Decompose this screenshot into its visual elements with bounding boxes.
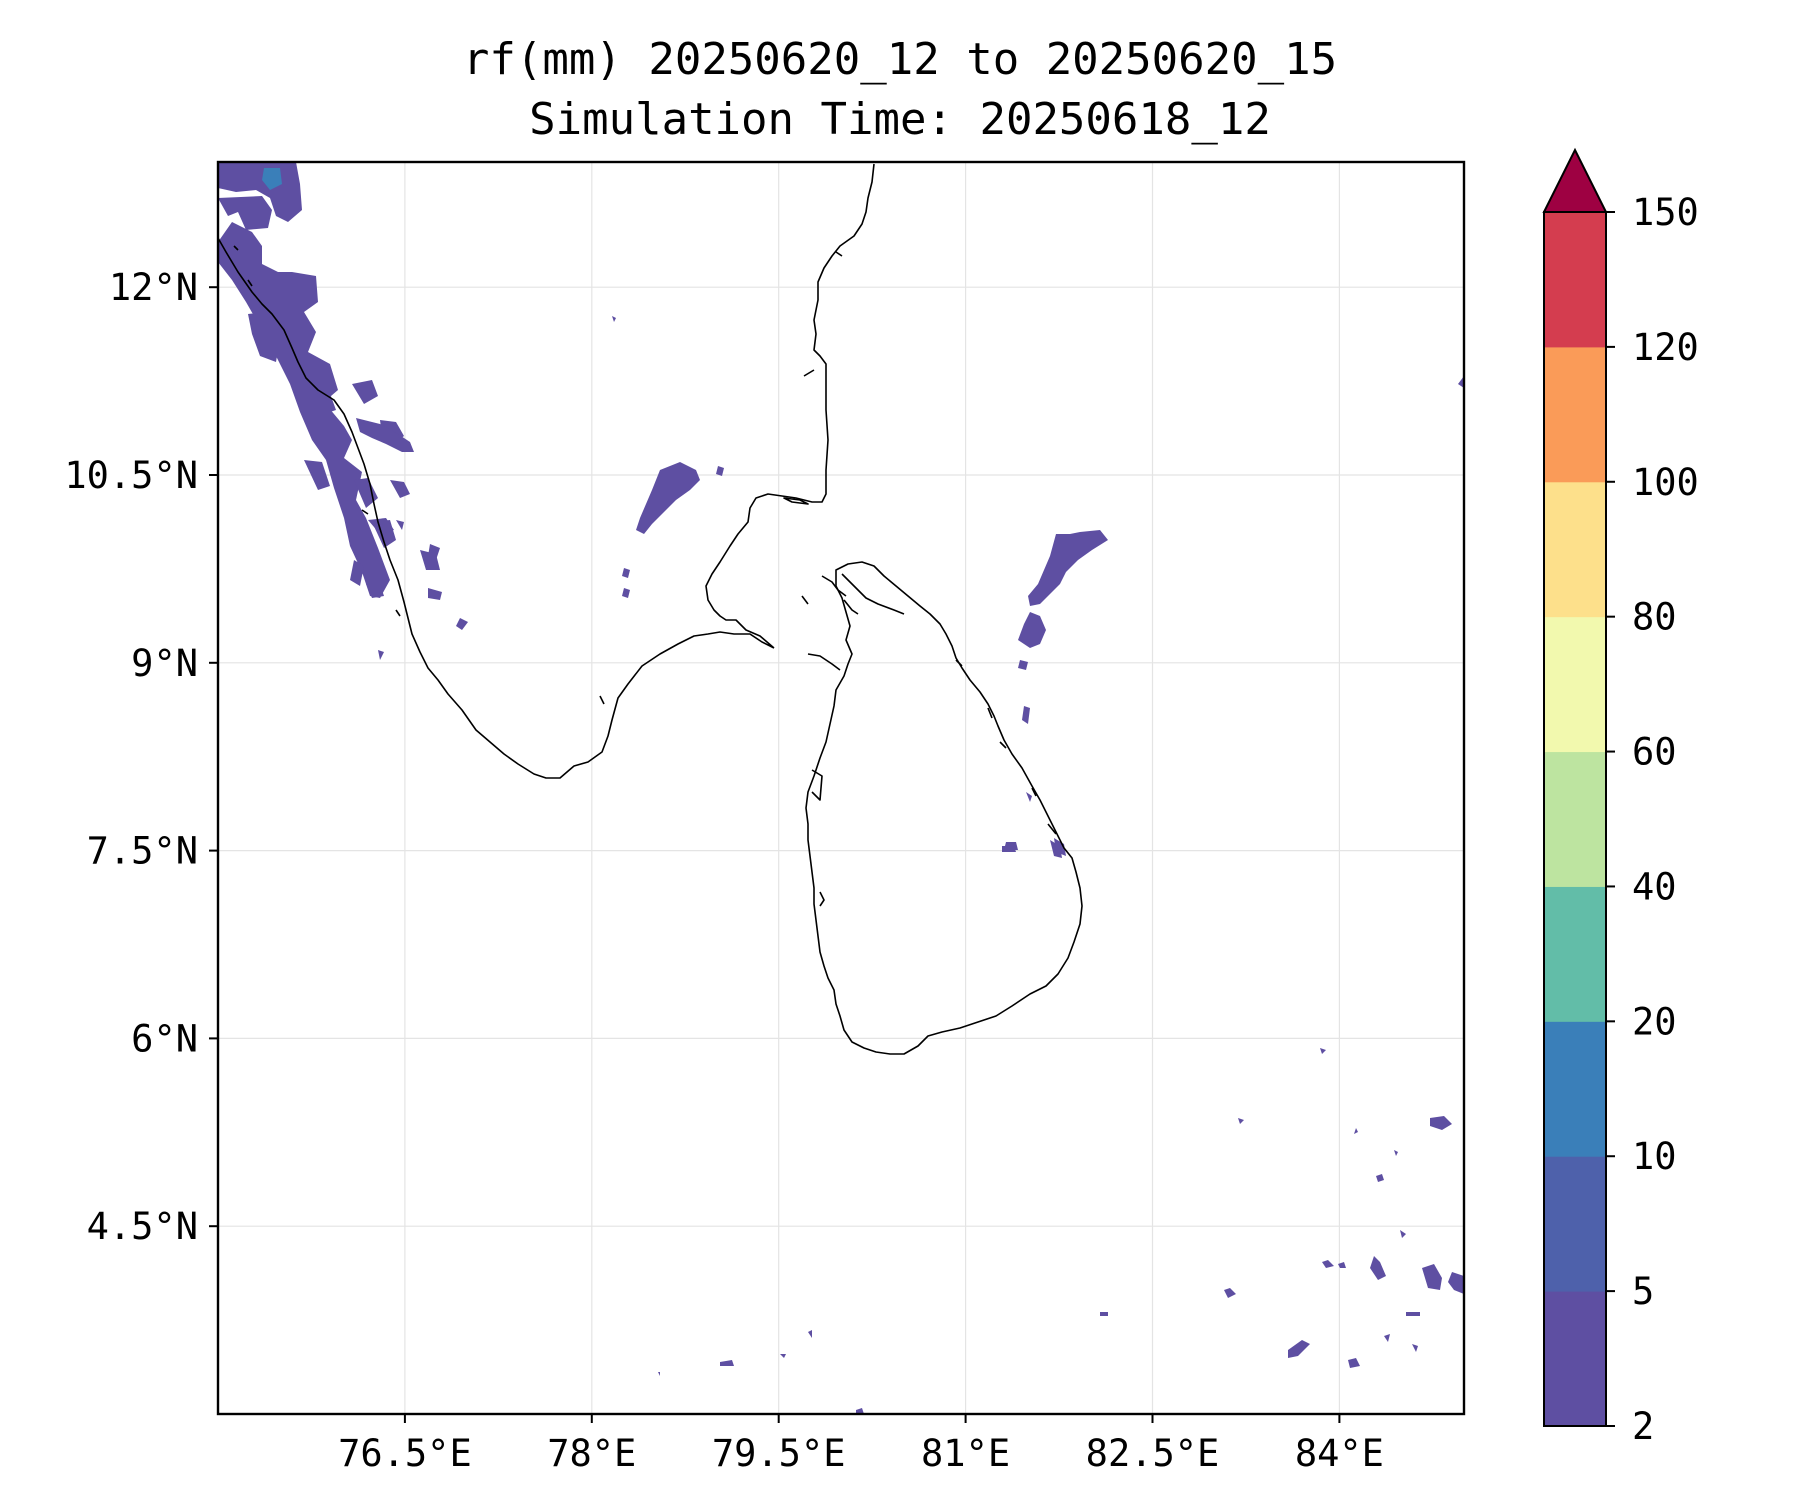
rain-patch-kochi — [356, 418, 468, 660]
coastline-east-lagoons — [955, 659, 1057, 835]
colorbar-band — [1544, 346, 1606, 483]
coastlines — [218, 163, 1083, 1055]
colorbar-tick-label: 150 — [1632, 191, 1699, 234]
colorbar-band — [1544, 1021, 1606, 1157]
y-tick-label: 7.5°N — [87, 830, 198, 873]
map-title: rf(mm) 20250620_12 to 20250620_15 — [462, 34, 1338, 85]
map-subtitle: Simulation Time: 20250618_12 — [529, 94, 1271, 145]
colorbar-extend-arrow — [1542, 147, 1608, 213]
colorbar-frame — [1543, 211, 1607, 1427]
y-tick-label: 10.5°N — [64, 454, 198, 497]
rain-patch-west-coast — [218, 196, 390, 598]
y-tick-label: 9°N — [131, 642, 198, 685]
x-tick-label: 76.5°E — [338, 1432, 472, 1475]
colorbar-tick-label: 5 — [1632, 1270, 1654, 1313]
coastline-sri-lanka — [805, 561, 1083, 1055]
colorbar: 2 5 10 20 40 60 80 100 120 150 — [1542, 147, 1699, 1448]
rain-patch-palk-strait — [636, 462, 700, 534]
y-tick-label: 4.5°N — [87, 1205, 198, 1248]
colorbar-tick-label: 10 — [1632, 1135, 1677, 1178]
rain-patch-heavier — [262, 168, 282, 190]
x-tick-label: 82.5°E — [1086, 1432, 1220, 1475]
colorbar-tick-label: 80 — [1632, 596, 1677, 639]
y-tick-label: 12°N — [109, 266, 198, 309]
x-tick-label: 78°E — [547, 1432, 636, 1475]
x-axis: 76.5°E 78°E 79.5°E 81°E 82.5°E 84°E — [338, 1414, 1384, 1475]
colorbar-tick-label: 20 — [1632, 1000, 1677, 1043]
map-background — [218, 162, 1464, 1414]
colorbar-band — [1544, 481, 1606, 618]
y-tick-label: 6°N — [131, 1017, 198, 1060]
x-tick-label: 81°E — [921, 1432, 1010, 1475]
colorbar-tick-label: 60 — [1632, 731, 1677, 774]
colorbar-band — [1544, 1291, 1606, 1427]
colorbar-tick-label: 120 — [1632, 326, 1699, 369]
x-tick-label: 79.5°E — [712, 1432, 846, 1475]
map-panel — [216, 160, 1466, 1416]
rain-patch-mannar — [1004, 838, 1066, 856]
gridlines — [218, 162, 1464, 1414]
map-frame — [216, 160, 1466, 1416]
colorbar-tick-label: 2 — [1632, 1405, 1654, 1448]
colorbar-band — [1544, 751, 1606, 887]
rain-patch-kerala-inland — [350, 380, 440, 598]
colorbar-band — [1544, 886, 1606, 1022]
x-tick-label: 84°E — [1295, 1432, 1384, 1475]
coastline-india — [218, 163, 875, 779]
y-axis: 12°N 10.5°N 9°N 7.5°N 6°N 4.5°N — [64, 266, 218, 1248]
colorbar-tick-label: 100 — [1632, 461, 1699, 504]
rainfall-field-heavier — [262, 168, 282, 190]
coastline-jaffna — [801, 573, 905, 615]
coastline-india-islets — [233, 245, 843, 705]
colorbar-tick-label: 40 — [1632, 865, 1677, 908]
colorbar-band — [1544, 1156, 1606, 1292]
colorbar-band — [1544, 616, 1606, 753]
colorbar-band — [1544, 212, 1606, 348]
coastline-mannar — [807, 653, 841, 907]
